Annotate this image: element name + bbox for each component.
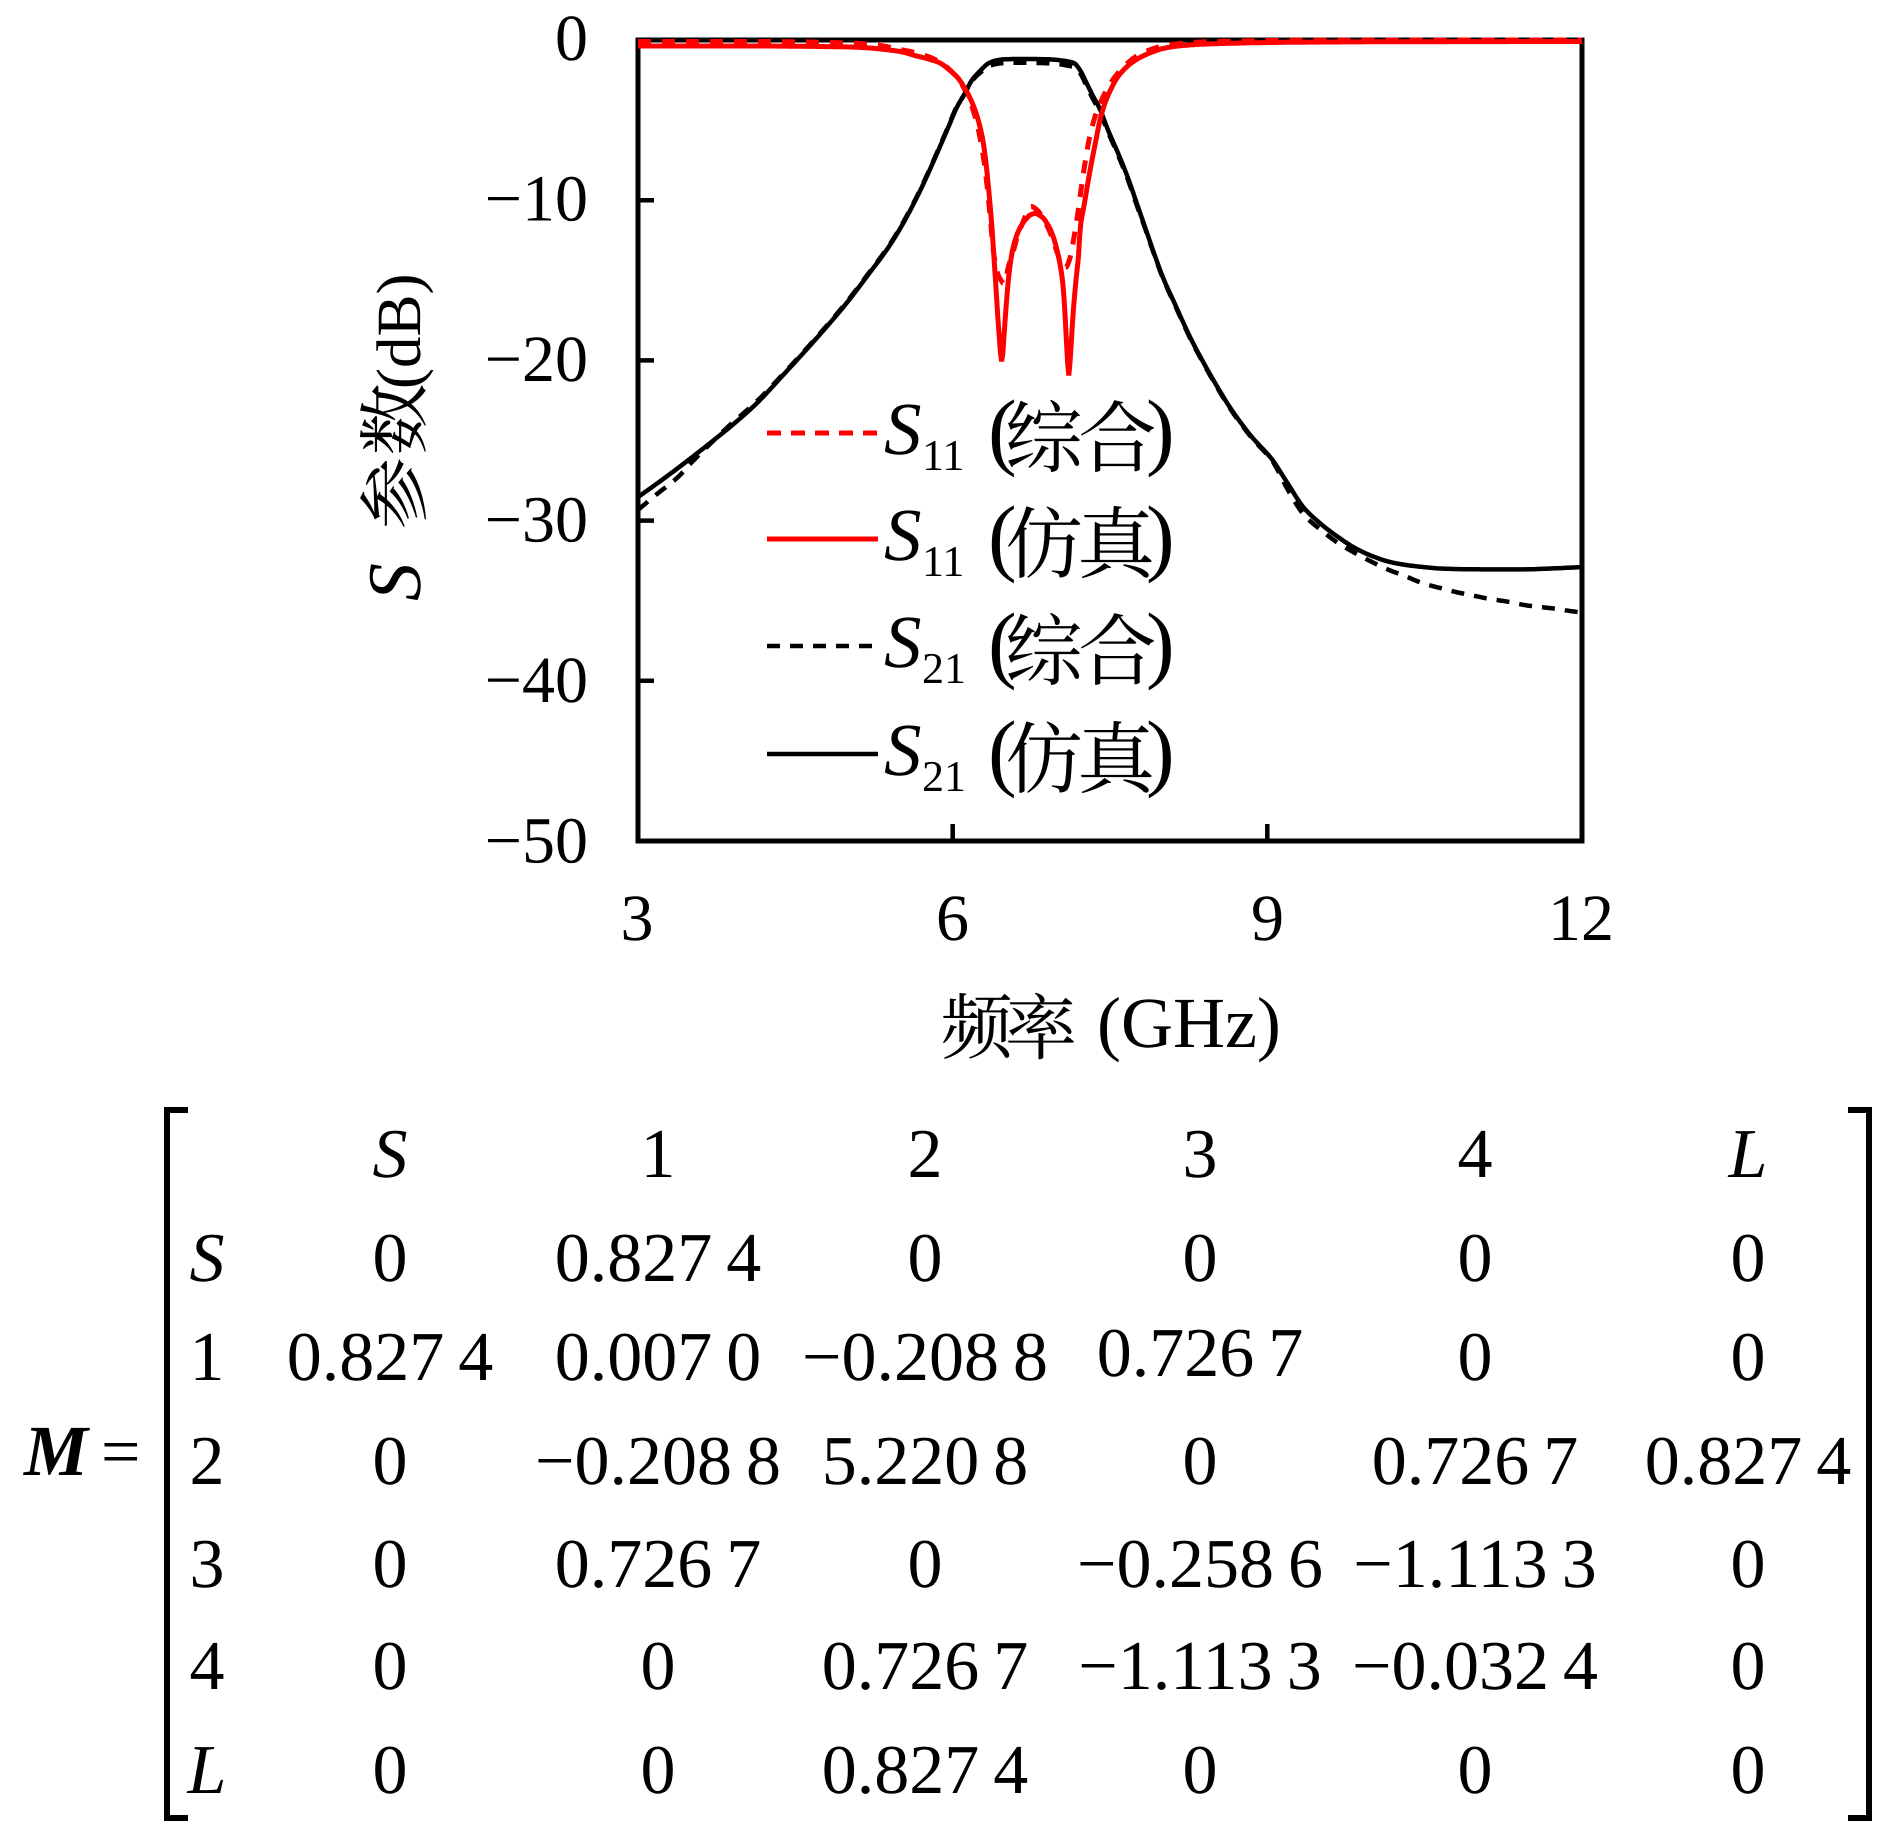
svg-text:S: S [884, 601, 922, 684]
svg-text:L: L [1728, 1116, 1768, 1193]
svg-text:0.827 4: 0.827 4 [822, 1732, 1029, 1809]
svg-text:0: 0 [555, 2, 588, 75]
svg-text:−40: −40 [485, 644, 588, 717]
svg-text:11: 11 [922, 431, 964, 480]
svg-text:0: 0 [1731, 1628, 1766, 1705]
svg-text:0.827 4: 0.827 4 [287, 1319, 494, 1396]
svg-text:(GHz): (GHz) [1097, 983, 1281, 1063]
svg-text:3: 3 [190, 1526, 225, 1603]
svg-text:−1.113 3: −1.113 3 [1078, 1628, 1321, 1705]
svg-text:(: ( [988, 703, 1017, 799]
svg-text:0: 0 [1458, 1220, 1493, 1297]
svg-text:0: 0 [373, 1732, 408, 1809]
svg-text:0: 0 [1731, 1220, 1766, 1297]
svg-text:−0.208 8: −0.208 8 [802, 1319, 1048, 1396]
svg-text:21: 21 [922, 752, 966, 801]
svg-text:0: 0 [641, 1732, 676, 1809]
svg-text:0: 0 [373, 1628, 408, 1705]
svg-text:S: S [884, 494, 922, 577]
svg-text:): ) [1146, 382, 1175, 478]
svg-text:1: 1 [190, 1319, 225, 1396]
svg-text:9: 9 [1251, 882, 1284, 955]
svg-text:0: 0 [1183, 1423, 1218, 1500]
svg-text:5.220 8: 5.220 8 [822, 1423, 1029, 1500]
svg-text:−30: −30 [485, 484, 588, 557]
svg-text:(dB): (dB) [364, 274, 434, 389]
svg-text:(: ( [988, 488, 1017, 584]
svg-text:M: M [23, 1411, 91, 1491]
svg-text:−0.032 4: −0.032 4 [1352, 1628, 1598, 1705]
svg-text:S: S [884, 388, 922, 471]
svg-text:0.726 7: 0.726 7 [822, 1628, 1029, 1705]
svg-text:−10: −10 [485, 163, 588, 236]
svg-text:0.827 4: 0.827 4 [1645, 1423, 1852, 1500]
svg-text:S: S [884, 709, 922, 792]
svg-text:−0.258 6: −0.258 6 [1077, 1526, 1323, 1603]
svg-text:3: 3 [621, 882, 654, 955]
svg-text:S: S [190, 1220, 225, 1297]
svg-text:11: 11 [922, 537, 964, 586]
svg-text:0.827 4: 0.827 4 [555, 1220, 762, 1297]
svg-text:−20: −20 [485, 323, 588, 396]
svg-text:6: 6 [936, 882, 969, 955]
svg-text:0: 0 [373, 1220, 408, 1297]
svg-text:2: 2 [908, 1116, 943, 1193]
svg-text:2: 2 [190, 1423, 225, 1500]
svg-text:S: S [353, 563, 437, 601]
svg-text:0: 0 [1183, 1220, 1218, 1297]
svg-text:3: 3 [1183, 1116, 1218, 1193]
svg-text:0: 0 [1183, 1732, 1218, 1809]
svg-text:4: 4 [1458, 1116, 1493, 1193]
svg-text:0: 0 [1731, 1732, 1766, 1809]
svg-text:0: 0 [1731, 1526, 1766, 1603]
svg-text:−1.113 3: −1.113 3 [1353, 1526, 1596, 1603]
svg-text:0: 0 [373, 1526, 408, 1603]
svg-text:S: S [373, 1116, 408, 1193]
svg-text:0: 0 [908, 1220, 943, 1297]
svg-text:0: 0 [1458, 1319, 1493, 1396]
svg-text:L: L [187, 1732, 227, 1809]
svg-text:=: = [101, 1414, 140, 1491]
svg-text:1: 1 [641, 1116, 676, 1193]
svg-text:0: 0 [373, 1423, 408, 1500]
svg-text:): ) [1146, 595, 1175, 691]
svg-text:0.007 0: 0.007 0 [555, 1319, 762, 1396]
svg-text:0: 0 [641, 1628, 676, 1705]
svg-text:12: 12 [1548, 882, 1614, 955]
svg-text:0.726 7: 0.726 7 [1097, 1315, 1304, 1392]
svg-text:−50: −50 [485, 805, 588, 878]
svg-text:0: 0 [1731, 1319, 1766, 1396]
svg-text:4: 4 [190, 1628, 225, 1705]
svg-text:0: 0 [1458, 1732, 1493, 1809]
svg-text:21: 21 [922, 644, 966, 693]
svg-text:): ) [1146, 703, 1175, 799]
svg-text:0.726 7: 0.726 7 [555, 1526, 762, 1603]
svg-text:0: 0 [908, 1526, 943, 1603]
svg-text:0.726 7: 0.726 7 [1372, 1423, 1579, 1500]
svg-text:−0.208 8: −0.208 8 [535, 1423, 781, 1500]
svg-text:): ) [1146, 488, 1175, 584]
